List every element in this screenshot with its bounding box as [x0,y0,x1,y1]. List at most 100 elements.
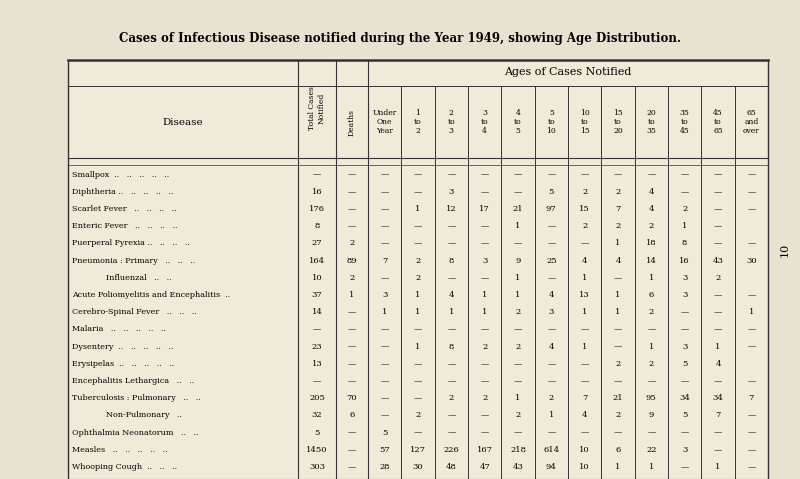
Text: —: — [614,377,622,385]
Text: 1: 1 [615,463,621,471]
Text: —: — [481,377,489,385]
Text: —: — [481,188,489,196]
Text: —: — [614,429,622,436]
Text: —: — [681,463,689,471]
Text: —: — [714,205,722,213]
Text: Ophthalmia Neonatorum   ..   ..: Ophthalmia Neonatorum .. .. [72,429,198,436]
Text: 95: 95 [646,394,657,402]
Text: 13: 13 [579,291,590,299]
Text: —: — [447,429,455,436]
Text: —: — [447,411,455,420]
Text: Encephalitis Lethargica   ..   ..: Encephalitis Lethargica .. .. [72,377,194,385]
Text: —: — [481,222,489,230]
Text: 2: 2 [615,411,621,420]
Text: 7: 7 [615,205,621,213]
Text: 4: 4 [582,411,587,420]
Text: 8: 8 [449,257,454,264]
Text: 2: 2 [515,308,521,316]
Text: Malaria   ..   ..   ..   ..   ..: Malaria .. .. .. .. .. [72,325,166,333]
Text: —: — [414,325,422,333]
Text: 15: 15 [579,205,590,213]
Text: —: — [681,377,689,385]
Text: —: — [547,325,555,333]
Text: —: — [747,325,755,333]
Text: 1: 1 [482,291,487,299]
Text: 226: 226 [443,446,459,454]
Text: 30: 30 [746,257,757,264]
Text: —: — [348,188,356,196]
Text: 303: 303 [309,463,325,471]
Text: —: — [514,360,522,368]
Text: 1: 1 [515,222,521,230]
Text: —: — [614,274,622,282]
Text: Cerebro-Spinal Fever   ..   ..   ..: Cerebro-Spinal Fever .. .. .. [72,308,197,316]
Text: —: — [714,429,722,436]
Text: 614: 614 [543,446,559,454]
Text: 4: 4 [549,342,554,351]
Text: 4
to
5: 4 to 5 [514,109,522,135]
Text: —: — [714,222,722,230]
Text: —: — [581,360,589,368]
Text: 2: 2 [515,342,521,351]
Text: —: — [414,377,422,385]
Text: —: — [447,240,455,247]
Text: 2: 2 [415,411,421,420]
Text: —: — [581,171,589,179]
Text: —: — [547,171,555,179]
Text: —: — [348,342,356,351]
Text: —: — [714,325,722,333]
Text: 3: 3 [682,291,687,299]
Text: 3
to
4: 3 to 4 [481,109,489,135]
Text: —: — [747,240,755,247]
Text: 3: 3 [549,308,554,316]
Text: —: — [681,429,689,436]
Text: —: — [647,325,655,333]
Text: 25: 25 [546,257,557,264]
Text: 2: 2 [715,274,721,282]
Text: —: — [747,463,755,471]
Text: —: — [381,342,389,351]
Text: 4: 4 [549,291,554,299]
Text: —: — [614,171,622,179]
Text: 4: 4 [582,257,587,264]
Text: Dysentery  ..   ..   ..   ..   ..: Dysentery .. .. .. .. .. [72,342,174,351]
Text: 65
and
over: 65 and over [743,109,760,135]
Text: 1: 1 [449,308,454,316]
Text: —: — [313,377,321,385]
Text: 1: 1 [415,205,421,213]
Text: —: — [381,240,389,247]
Text: —: — [547,360,555,368]
Text: 1
to
2: 1 to 2 [414,109,422,135]
Text: —: — [414,222,422,230]
Text: —: — [447,274,455,282]
Text: —: — [514,429,522,436]
Text: —: — [481,411,489,420]
Text: 6: 6 [649,291,654,299]
Text: —: — [447,360,455,368]
Text: —: — [647,171,655,179]
Text: —: — [747,429,755,436]
Text: 3: 3 [682,274,687,282]
Text: Cases of Infectious Disease notified during the Year 1949, showing Age Distribut: Cases of Infectious Disease notified dur… [119,32,681,45]
Text: —: — [647,429,655,436]
Text: —: — [514,377,522,385]
Text: 27: 27 [312,240,322,247]
Text: 2: 2 [615,360,621,368]
Text: 34: 34 [713,394,723,402]
Text: 8: 8 [682,240,687,247]
Text: 16: 16 [312,188,322,196]
Text: —: — [313,325,321,333]
Text: —: — [414,360,422,368]
Text: 1: 1 [582,342,587,351]
Text: 2: 2 [515,411,521,420]
Text: 1: 1 [350,291,354,299]
Text: Ages of Cases Notified: Ages of Cases Notified [504,67,632,77]
Text: 30: 30 [413,463,423,471]
Text: —: — [681,325,689,333]
Text: 10: 10 [579,446,590,454]
Text: 3: 3 [682,446,687,454]
Text: —: — [614,342,622,351]
Text: 47: 47 [479,463,490,471]
Text: 2
to
3: 2 to 3 [447,109,455,135]
Text: 8: 8 [314,222,320,230]
